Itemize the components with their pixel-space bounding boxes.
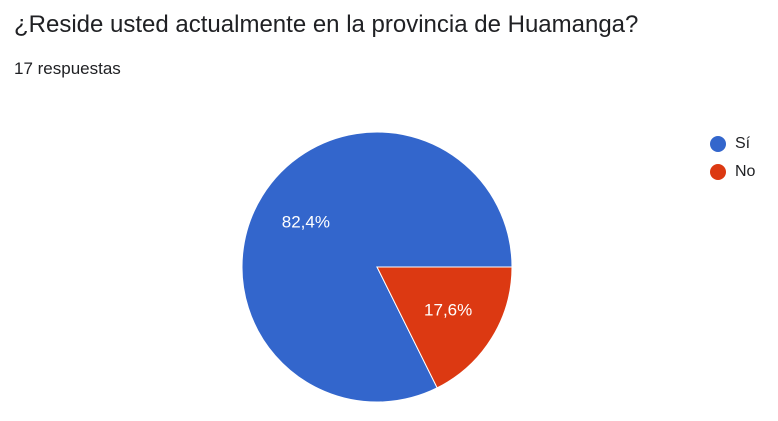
legend-label-no: No: [735, 163, 756, 180]
legend-item-si[interactable]: Sí: [710, 130, 755, 158]
legend: Sí No: [710, 130, 755, 186]
pie-label-si: 82,4%: [282, 212, 330, 231]
response-count: 17 respuestas: [14, 59, 121, 78]
legend-swatch-si: [710, 136, 726, 152]
pie-labels: 82,4% 17,6%: [282, 212, 473, 319]
pie-label-no: 17,6%: [424, 301, 472, 320]
legend-item-no[interactable]: No: [710, 158, 755, 186]
legend-swatch-no: [710, 164, 726, 180]
pie-slice-no[interactable]: [376, 266, 513, 389]
pie-slices: [241, 131, 513, 403]
legend-label-si: Sí: [735, 135, 751, 152]
question-title: ¿Reside usted actualmente en la provinci…: [14, 11, 639, 38]
